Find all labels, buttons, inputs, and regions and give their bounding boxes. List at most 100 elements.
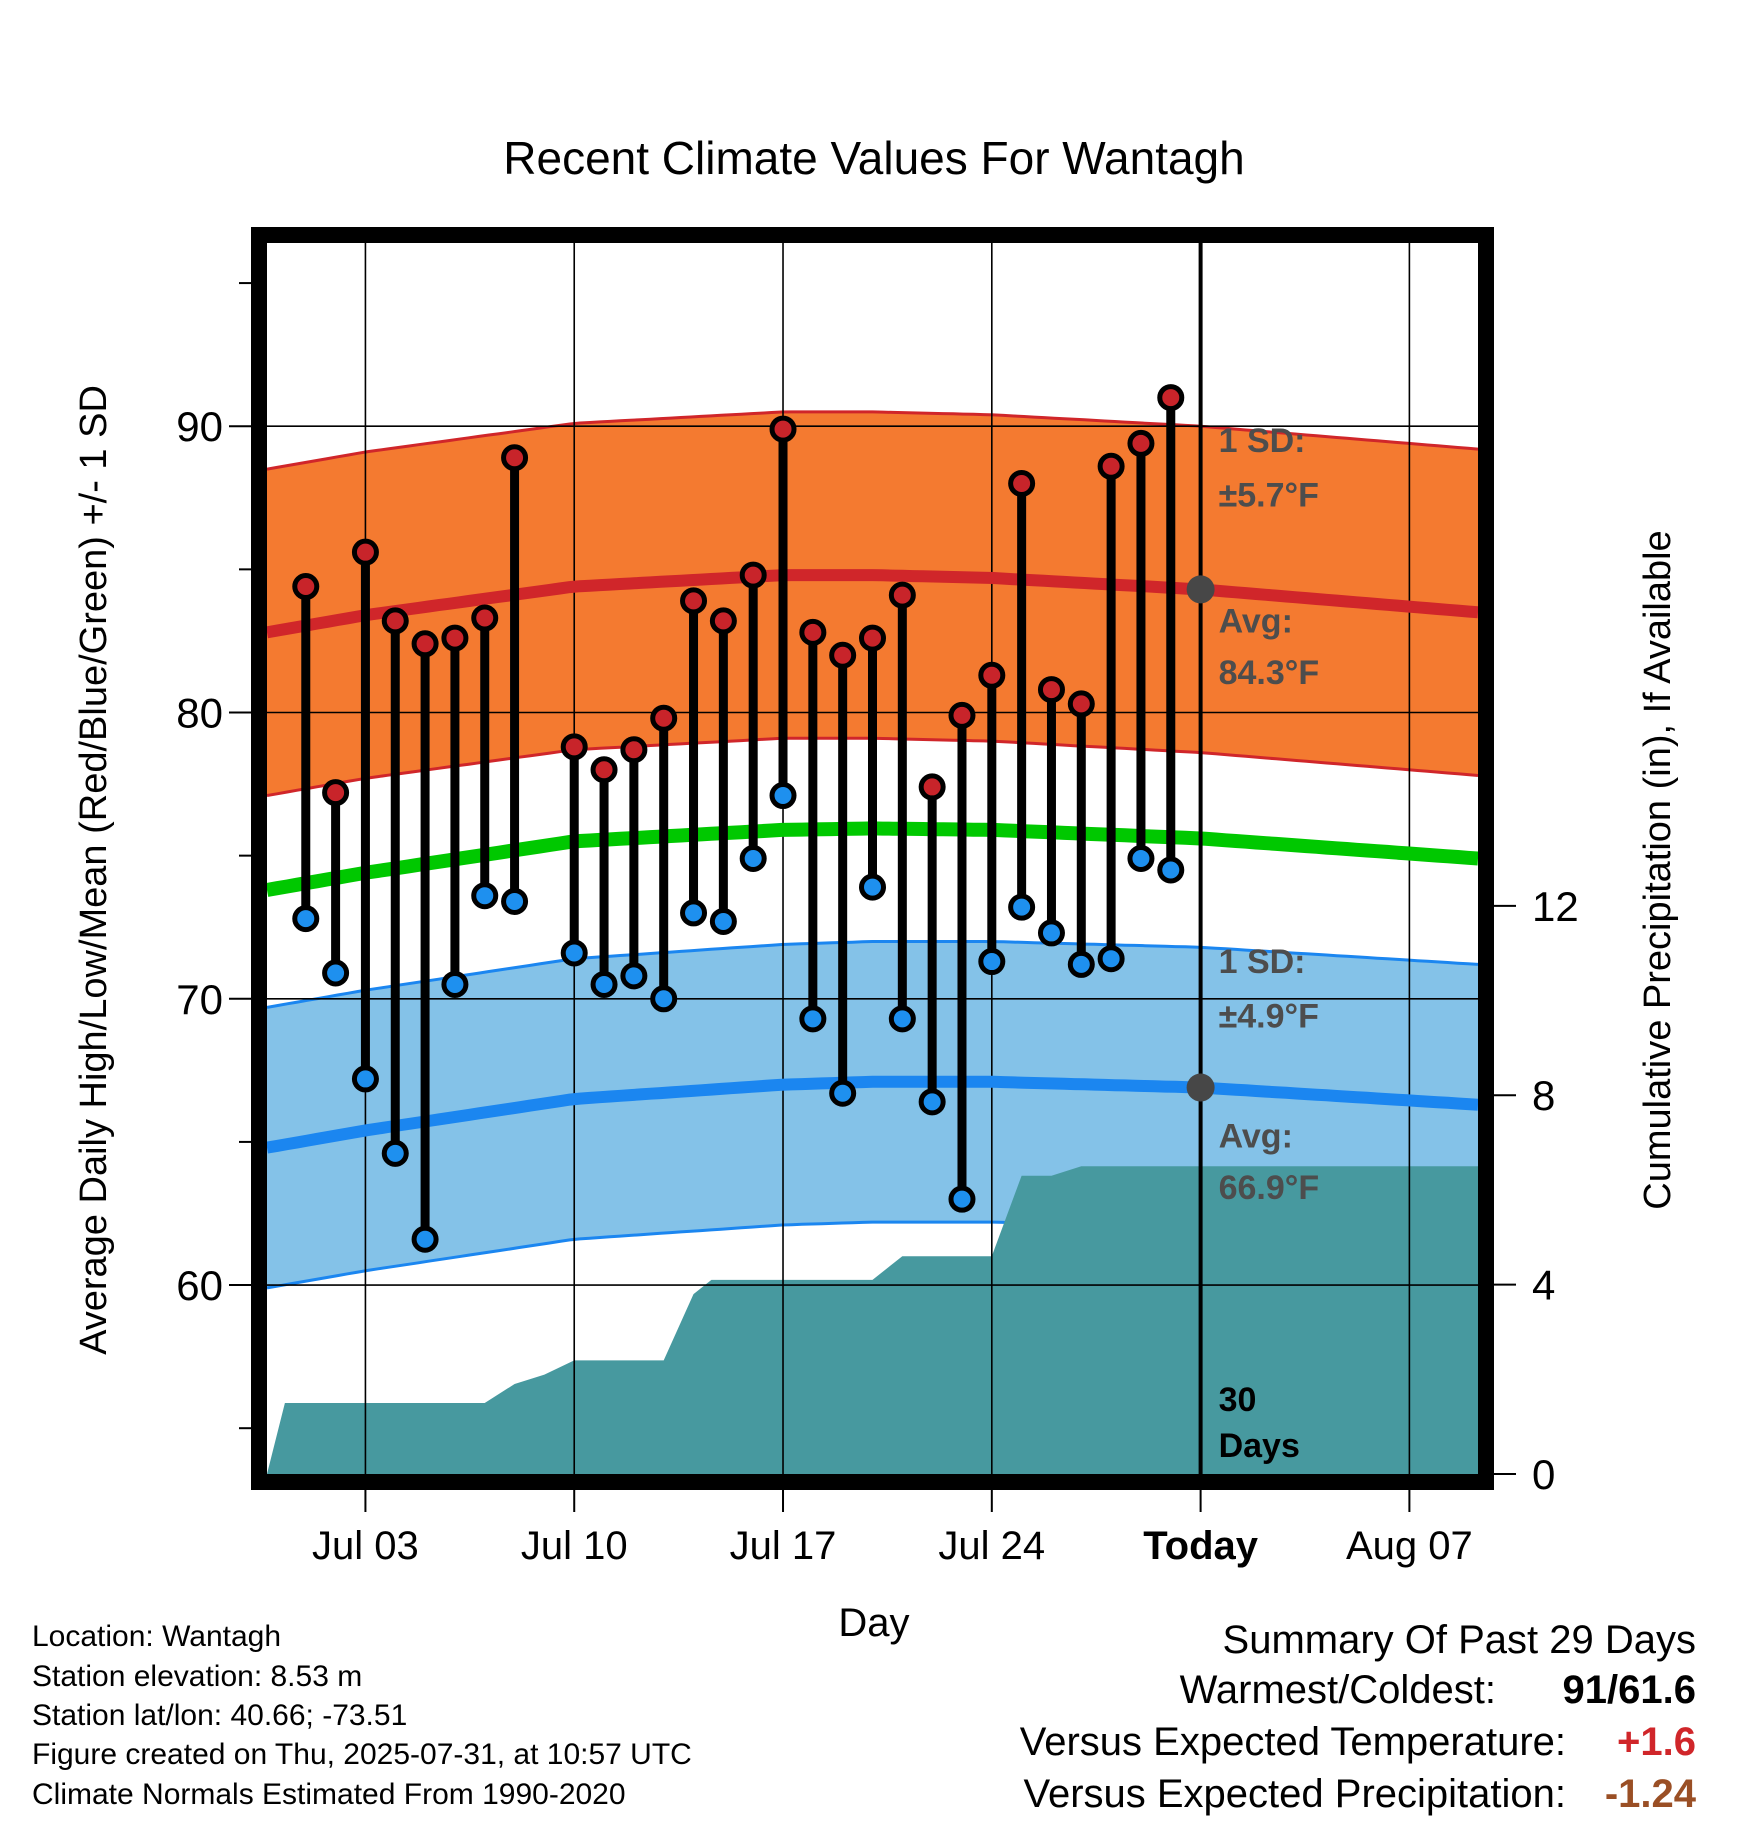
observed-low-point <box>1157 856 1185 884</box>
observed-high-point <box>292 573 320 601</box>
plot-area: 1 SD: ±5.7°F Avg: 84.3°F 1 SD: ±4.9°F Avg: 66.9… <box>176 227 1579 1568</box>
temp-row: Versus Expected Temperature: +1.6 <box>0 1720 1748 1770</box>
elevation-text: Station elevation: 8.53 m <box>32 1660 363 1693</box>
observed-high-point <box>709 607 737 635</box>
low-avg-value: 66.9°F <box>1219 1169 1320 1207</box>
y-tick-label: 80 <box>176 689 223 736</box>
observed-high-point <box>1037 676 1065 704</box>
observed-high-point <box>918 773 946 801</box>
y2-tick-label: 12 <box>1532 883 1579 930</box>
observed-high-point <box>799 618 827 646</box>
observed-high-point <box>650 704 678 732</box>
observed-low-point <box>769 782 797 810</box>
observed-high-point <box>680 587 708 615</box>
x-tick-label: Aug 07 <box>1346 1524 1473 1568</box>
precip-row: Versus Expected Precipitation: -1.24 <box>0 1772 1748 1822</box>
observed-high-point <box>620 736 648 764</box>
observed-low-point <box>1097 945 1125 973</box>
observed-low-point <box>501 887 529 915</box>
x-tick-label: Jul 03 <box>312 1524 419 1568</box>
observed-low-point <box>829 1079 857 1107</box>
today-high-avg-marker <box>1186 575 1215 604</box>
observed-high-point <box>739 561 767 589</box>
observed-high-point <box>978 661 1006 689</box>
temp-label: Versus Expected Temperature: <box>1019 1720 1566 1764</box>
high-avg-value: 84.3°F <box>1219 654 1320 692</box>
warmest-value: 91 <box>1562 1668 1608 1712</box>
observed-high-point <box>560 733 588 761</box>
warmest-coldest-value: 91/61.6 <box>1562 1668 1696 1712</box>
y2-axis-label: Cumulative Precipitation (in), If Availa… <box>1637 530 1679 1209</box>
observed-high-point <box>1157 384 1185 412</box>
observed-low-point <box>978 948 1006 976</box>
observed-low-point <box>1127 845 1155 872</box>
days-count-word: Days <box>1219 1427 1300 1465</box>
observed-low-point <box>322 959 350 987</box>
observed-low-point <box>590 970 618 998</box>
low-sd-value: ±4.9°F <box>1219 997 1319 1035</box>
low-avg-label: Avg: <box>1219 1118 1293 1156</box>
y2-tick-label: 4 <box>1532 1262 1555 1309</box>
y-axis-label: Average Daily High/Low/Mean (Red/Blue/Gr… <box>73 385 115 1355</box>
precip-area <box>267 1166 1478 1474</box>
observed-low-point <box>1067 950 1095 978</box>
normals-text: Climate Normals Estimated From 1990-2020 <box>32 1778 626 1811</box>
observed-high-point <box>590 756 618 784</box>
precip-anomaly-value: -1.24 <box>1604 1772 1696 1816</box>
x-tick-label: Jul 10 <box>521 1524 628 1568</box>
observed-high-point <box>888 581 916 609</box>
observed-high-point <box>322 779 350 807</box>
observed-low-point <box>1037 919 1065 947</box>
observed-high-point <box>411 630 439 658</box>
low-sd-label: 1 SD: <box>1219 943 1306 981</box>
x-tick-label: Jul 24 <box>938 1524 1045 1568</box>
high-avg-label: Avg: <box>1219 602 1293 640</box>
observed-high-point <box>859 624 886 652</box>
location-text: Location: Wantagh <box>32 1620 282 1653</box>
observed-low-point <box>948 1185 976 1213</box>
y-tick-label: 70 <box>176 976 223 1023</box>
observed-low-point <box>680 899 708 927</box>
warmest-row: Warmest/Coldest: 91/61.6 <box>0 1668 1748 1718</box>
y-tick-label: 60 <box>176 1262 223 1309</box>
observed-low-point <box>918 1088 946 1116</box>
observed-low-point <box>888 1005 916 1033</box>
days-count-number: 30 <box>1219 1381 1257 1419</box>
observed-high-point <box>1067 690 1095 718</box>
observed-high-point <box>351 538 379 566</box>
observed-high-point <box>381 607 409 635</box>
observed-high-point <box>441 624 469 652</box>
coldest-value: 61.6 <box>1618 1668 1696 1712</box>
observed-high-point <box>1097 452 1125 480</box>
observed-high-point <box>501 444 529 472</box>
plot-frame <box>251 227 1494 1490</box>
observed-low-point <box>739 845 767 872</box>
high-sd-label: 1 SD: <box>1219 422 1306 460</box>
observed-low-point <box>1008 893 1036 921</box>
precip-label: Versus Expected Precipitation: <box>1023 1772 1566 1816</box>
observed-low-point <box>709 907 737 935</box>
observed-low-point <box>441 970 469 998</box>
chart-title: Recent Climate Values For Wantagh <box>503 132 1244 184</box>
summary-title: Summary Of Past 29 Days <box>1222 1618 1696 1662</box>
y2-tick-label: 8 <box>1532 1072 1555 1119</box>
observed-low-point <box>799 1005 827 1033</box>
created-text: Figure created on Thu, 2025-07-31, at 10… <box>32 1738 692 1771</box>
observed-low-point <box>560 939 588 967</box>
observed-high-point <box>829 641 857 669</box>
x-axis-label: Day <box>838 1601 909 1645</box>
x-tick-label: Jul 17 <box>730 1524 837 1568</box>
low-band-upper-edge <box>267 940 1478 1009</box>
x-tick-label: Today <box>1143 1524 1259 1568</box>
observed-low-point <box>292 905 320 933</box>
temp-anomaly-value: +1.6 <box>1617 1720 1696 1764</box>
latlon-text: Station lat/lon: 40.66; -73.51 <box>32 1699 408 1732</box>
observed-low-point <box>859 873 886 901</box>
y2-tick-label: 0 <box>1532 1451 1555 1498</box>
normal-high-line <box>267 569 1478 639</box>
observed-low-point <box>411 1225 439 1253</box>
observed-low-point <box>471 882 499 910</box>
observed-low-point <box>351 1065 379 1093</box>
observed-high-point <box>1127 429 1155 457</box>
